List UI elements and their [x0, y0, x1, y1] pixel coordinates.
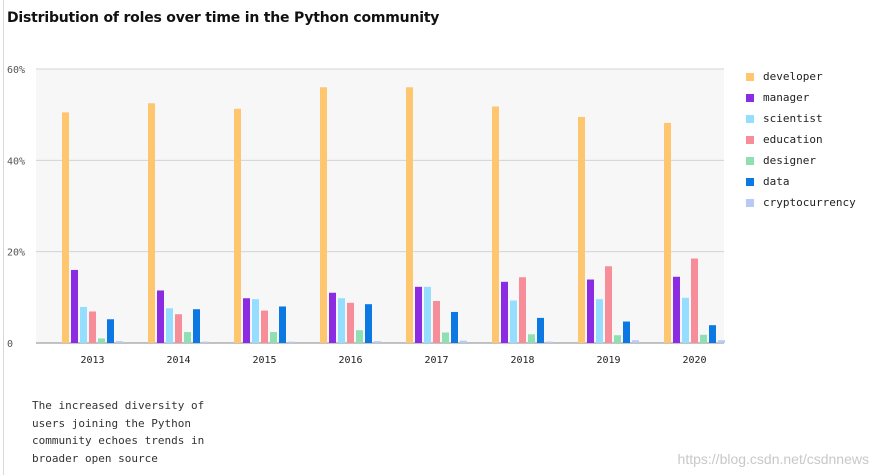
bar-cryptocurrency-2015 — [288, 341, 295, 343]
legend-item-scientist: scientist — [746, 108, 856, 129]
bar-chart: 0 20% 40% 60% 2013 2014 2015 2016 2017 2018 2019 20… — [7, 65, 725, 366]
bar-developer-2018 — [492, 106, 499, 344]
legend-item-designer: designer — [746, 150, 856, 171]
left-divider — [3, 0, 4, 475]
chart-caption: The increased diversity of users joining… — [32, 399, 205, 465]
legend-item-data: data — [746, 171, 856, 192]
y-tick-label: 20% — [7, 248, 25, 259]
bar-designer-2019 — [614, 335, 621, 343]
legend-label: manager — [763, 91, 810, 104]
bar-data-2018 — [537, 317, 544, 343]
legend-swatch — [746, 72, 754, 81]
bar-designer-2016 — [356, 330, 363, 343]
bar-manager-2020 — [673, 276, 680, 343]
bar-education-2015 — [261, 310, 268, 343]
legend-label: scientist — [763, 112, 823, 125]
legend-item-cryptocurrency: cryptocurrency — [746, 192, 856, 213]
legend-label: designer — [763, 154, 816, 167]
legend-label: developer — [763, 70, 823, 83]
bar-designer-2015 — [270, 332, 277, 343]
y-tick-label: 60% — [7, 65, 25, 76]
legend-swatch — [746, 93, 754, 102]
bar-developer-2015 — [234, 108, 241, 343]
plot-area — [36, 69, 724, 343]
legend-swatch — [746, 114, 754, 123]
legend-swatch — [746, 177, 754, 186]
legend-item-education: education — [746, 129, 856, 150]
bar-scientist-2020 — [682, 297, 689, 343]
bar-scientist-2013 — [80, 306, 87, 343]
bar-education-2017 — [433, 300, 440, 343]
bar-data-2016 — [365, 304, 372, 343]
legend-label: education — [763, 133, 823, 146]
bar-developer-2020 — [664, 122, 671, 344]
bar-scientist-2019 — [596, 299, 603, 343]
bar-data-2019 — [623, 321, 630, 343]
bar-manager-2013 — [71, 269, 78, 343]
legend-item-manager: manager — [746, 87, 856, 108]
bar-data-2014 — [193, 309, 200, 343]
bar-cryptocurrency-2019 — [632, 340, 639, 343]
watermark: https://blog.csdn.net/csdnnews — [677, 451, 869, 467]
bar-education-2014 — [175, 314, 182, 343]
bar-education-2018 — [519, 277, 526, 343]
bar-scientist-2016 — [338, 298, 345, 343]
bar-scientist-2015 — [252, 299, 259, 343]
legend-item-developer: developer — [746, 66, 856, 87]
bar-cryptocurrency-2020 — [718, 340, 725, 343]
bar-designer-2013 — [98, 338, 105, 343]
chart-title: Distribution of roles over time in the P… — [7, 10, 440, 26]
bar-scientist-2014 — [166, 308, 173, 343]
bar-manager-2017 — [415, 286, 422, 343]
x-tick-label: 2013 — [80, 355, 104, 366]
bar-developer-2016 — [320, 87, 327, 344]
bar-data-2020 — [709, 325, 716, 343]
bar-developer-2014 — [148, 103, 155, 343]
bar-designer-2018 — [528, 334, 535, 343]
bar-data-2013 — [107, 319, 114, 343]
x-tick-label: 2017 — [424, 355, 448, 366]
x-tick-label: 2018 — [510, 355, 534, 366]
x-tick-label: 2015 — [252, 355, 276, 366]
bar-education-2016 — [347, 302, 354, 343]
x-tick-label: 2020 — [682, 355, 706, 366]
bar-cryptocurrency-2017 — [460, 340, 467, 343]
legend-label: data — [763, 175, 790, 188]
bar-scientist-2018 — [510, 300, 517, 343]
bar-manager-2014 — [157, 290, 164, 343]
bar-education-2020 — [691, 258, 698, 343]
y-tick-label: 0 — [7, 339, 13, 350]
bar-designer-2017 — [442, 332, 449, 343]
legend-swatch — [746, 156, 754, 165]
x-tick-label: 2019 — [596, 355, 620, 366]
bar-designer-2014 — [184, 332, 191, 343]
bar-manager-2016 — [329, 292, 336, 343]
bar-developer-2013 — [62, 112, 69, 343]
legend-label: cryptocurrency — [763, 196, 856, 209]
bar-data-2017 — [451, 311, 458, 343]
bar-education-2019 — [605, 266, 612, 343]
chart-legend: developer manager scientist education design… — [746, 66, 856, 213]
legend-swatch — [746, 135, 754, 144]
bar-manager-2018 — [501, 281, 508, 343]
bar-data-2015 — [279, 306, 286, 343]
legend-swatch — [746, 198, 754, 207]
y-tick-label: 40% — [7, 156, 25, 167]
bar-scientist-2017 — [424, 286, 431, 343]
bar-manager-2015 — [243, 298, 250, 343]
bar-developer-2017 — [406, 87, 413, 344]
bar-developer-2019 — [578, 116, 585, 343]
bar-cryptocurrency-2016 — [374, 341, 381, 343]
bar-cryptocurrency-2018 — [546, 341, 553, 343]
x-tick-label: 2014 — [166, 355, 190, 366]
bar-cryptocurrency-2013 — [116, 341, 123, 343]
bar-manager-2019 — [587, 279, 594, 343]
bar-designer-2020 — [700, 334, 707, 343]
x-tick-label: 2016 — [338, 355, 362, 366]
bar-cryptocurrency-2014 — [202, 341, 209, 343]
bar-education-2013 — [89, 311, 96, 343]
